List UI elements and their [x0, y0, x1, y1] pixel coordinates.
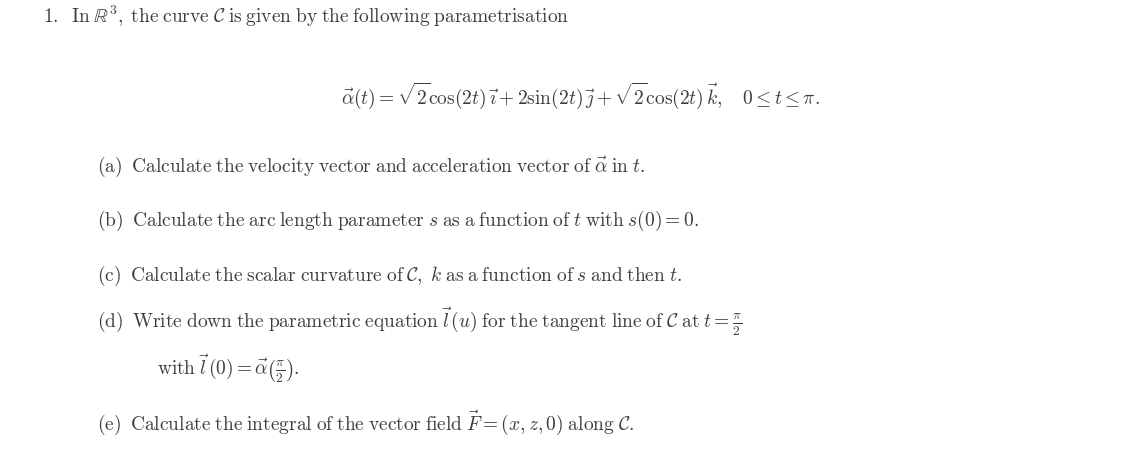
Text: $\mathrm{(d)\;\; Write\; down\; the\; parametric\; equation\;}\vec{l}\,(u)\mathr: $\mathrm{(d)\;\; Write\; down\; the\; pa…	[97, 306, 742, 339]
Text: $\mathrm{(c)\;\; Calculate\; the\; scalar\; curvature\; of\;}\mathcal{C}\mathrm{: $\mathrm{(c)\;\; Calculate\; the\; scala…	[97, 264, 682, 288]
Text: $\mathrm{with\;}\vec{l}\,(0) = \vec{\alpha}\left(\frac{\pi}{2}\right)\mathrm{.}$: $\mathrm{with\;}\vec{l}\,(0) = \vec{\alp…	[157, 352, 300, 385]
Text: $\mathrm{(b)\;\; Calculate\; the\; arc\; length\; parameter\;}s\mathrm{\; as\; a: $\mathrm{(b)\;\; Calculate\; the\; arc\;…	[97, 209, 699, 234]
Text: $\mathrm{(e)\;\; Calculate\; the\; integral\; of\; the\; vector\; field\;}\vec{F: $\mathrm{(e)\;\; Calculate\; the\; integ…	[97, 409, 634, 437]
Text: $\vec{\alpha}(t) = \sqrt{2}\cos(2t)\,\vec{\imath} + 2\sin(2t)\,\vec{\jmath} + \s: $\vec{\alpha}(t) = \sqrt{2}\cos(2t)\,\ve…	[341, 81, 819, 112]
Text: $\mathrm{(a)\;\; Calculate\; the\; velocity\; vector\; and\; acceleration\; vect: $\mathrm{(a)\;\; Calculate\; the\; veloc…	[97, 154, 644, 179]
Text: $\mathbf{1.}\;\; \mathrm{In}\; \mathbb{R}^3\mathrm{,\; the\; curve\;}\mathcal{C}: $\mathbf{1.}\;\; \mathrm{In}\; \mathbb{R…	[43, 4, 569, 29]
